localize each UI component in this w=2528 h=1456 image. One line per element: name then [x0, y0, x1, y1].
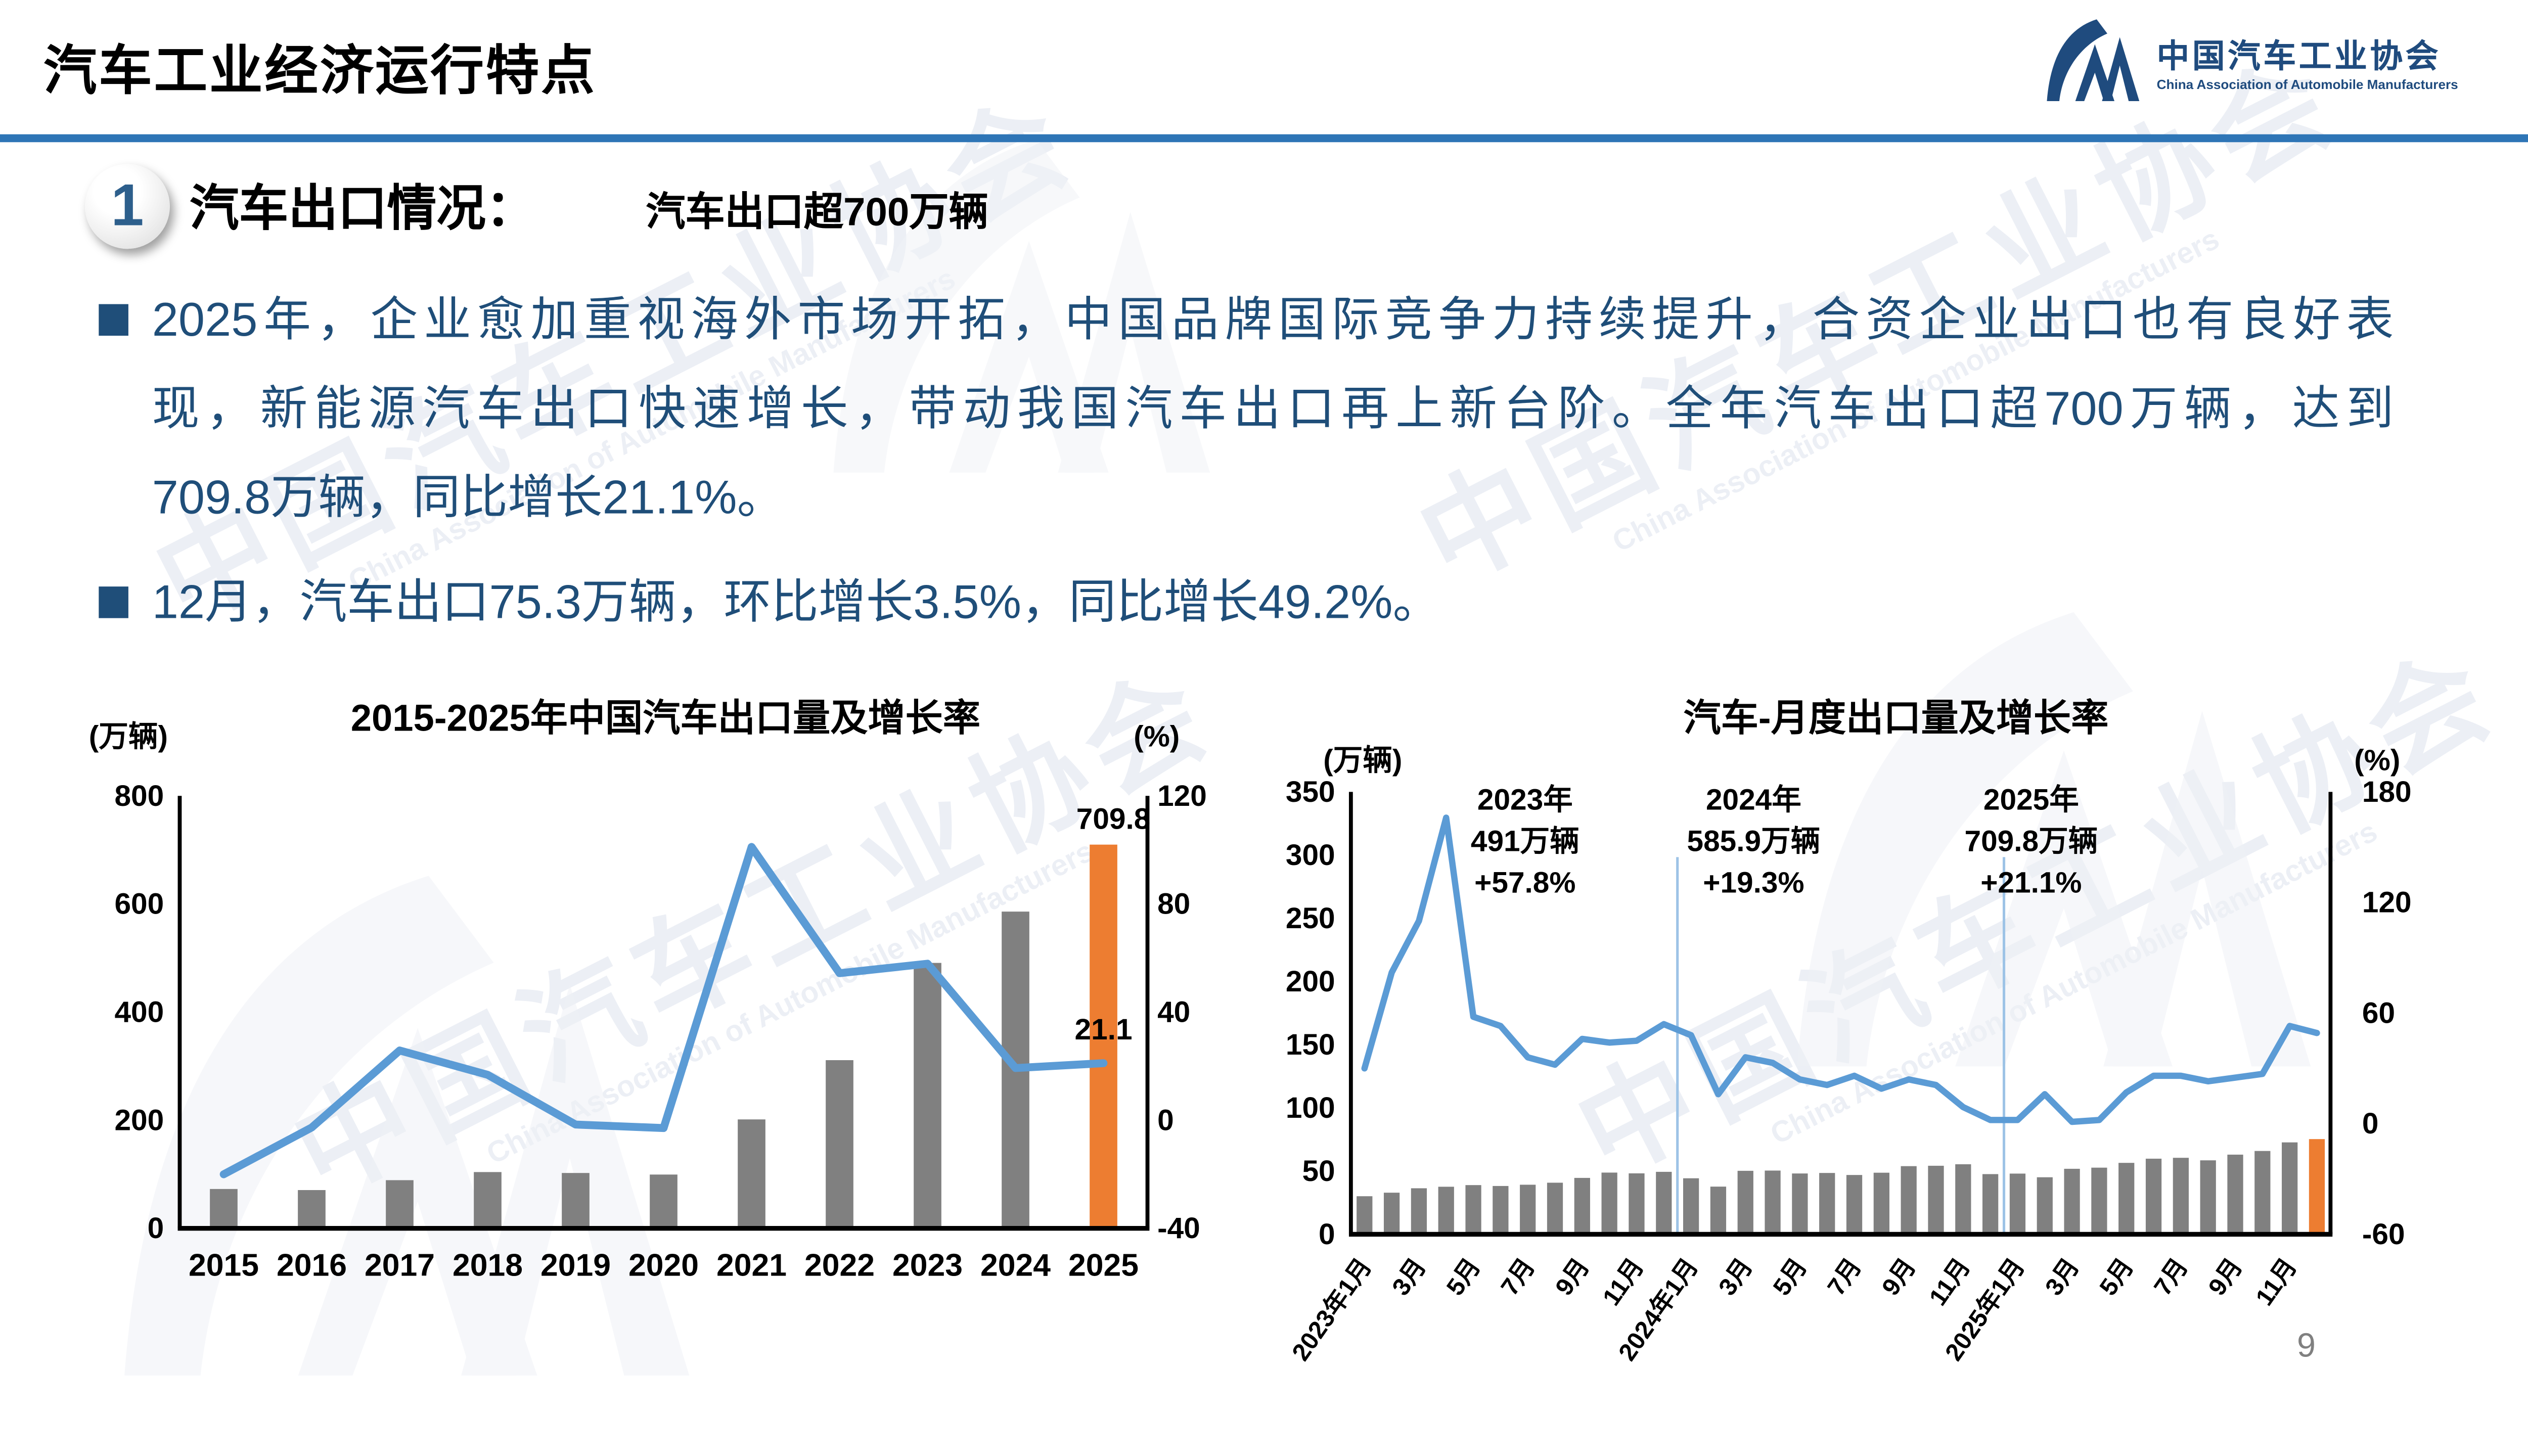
svg-text:2022: 2022 — [804, 1247, 875, 1283]
logo-text-en: China Association of Automobile Manufact… — [2156, 78, 2458, 92]
svg-text:2018: 2018 — [453, 1247, 523, 1283]
svg-text:2025年: 2025年 — [1983, 784, 2079, 816]
svg-text:2015-2025年中国汽车出口量及增长率: 2015-2025年中国汽车出口量及增长率 — [351, 697, 980, 739]
caam-logo: 中国汽车工业协会 China Association of Automobile… — [2034, 16, 2458, 105]
svg-text:3月: 3月 — [1713, 1253, 1758, 1300]
svg-text:3月: 3月 — [2040, 1253, 2085, 1300]
bullet-line: 709.8万辆，同比增长21.1%。 — [152, 472, 785, 526]
slide: 中国汽车工业协会 China Association of Automobile… — [0, 16, 2528, 1366]
watermark-logo-glyph — [833, 140, 1210, 473]
svg-text:2020: 2020 — [628, 1247, 699, 1283]
svg-text:11月: 11月 — [1598, 1253, 1649, 1310]
svg-text:180: 180 — [2362, 776, 2412, 808]
svg-text:250: 250 — [1286, 902, 1335, 935]
bullet-line: 2025年，企业愈加重视海外市场开拓，中国品牌国际竞争力持续提升，合资企业出口也… — [152, 294, 2394, 348]
svg-text:40: 40 — [1157, 995, 1190, 1028]
svg-text:2024: 2024 — [980, 1247, 1051, 1283]
svg-text:120: 120 — [1157, 780, 1207, 812]
svg-text:7月: 7月 — [1496, 1253, 1541, 1300]
annual-export-chart: 2015-2025年中国汽车出口量及增长率(万辆) (%)800600400200… — [89, 697, 1207, 1283]
svg-text:2019: 2019 — [540, 1247, 611, 1283]
section-number: 1 — [111, 172, 144, 238]
svg-text:0: 0 — [2362, 1107, 2379, 1140]
svg-text:585.9万辆: 585.9万辆 — [1687, 825, 1821, 858]
svg-text:120: 120 — [2362, 886, 2412, 919]
svg-text:709.8: 709.8 — [1076, 802, 1151, 835]
svg-text:(%): (%) — [1134, 720, 1180, 753]
svg-text:400: 400 — [114, 995, 164, 1028]
svg-text:2025: 2025 — [1068, 1247, 1139, 1283]
bullet-line: 12月，汽车出口75.3万辆，环比增长3.5%，同比增长49.2%。 — [152, 576, 1440, 630]
svg-text:+19.3%: +19.3% — [1703, 867, 1804, 899]
svg-text:2017: 2017 — [365, 1247, 435, 1283]
svg-text:(万辆): (万辆) — [89, 720, 168, 753]
svg-text:2016: 2016 — [277, 1247, 347, 1283]
section-title: 汽车出口情况： — [190, 181, 535, 237]
section-subtitle: 汽车出口超700万辆 — [646, 191, 988, 235]
svg-text:2021: 2021 — [716, 1247, 787, 1283]
bullet-marker-icon — [99, 586, 128, 618]
svg-text:600: 600 — [114, 888, 164, 921]
svg-text:300: 300 — [1286, 839, 1335, 872]
svg-text:150: 150 — [1286, 1028, 1335, 1061]
caam-logo-icon — [2047, 19, 2140, 101]
svg-text:60: 60 — [2362, 996, 2395, 1029]
svg-text:80: 80 — [1157, 888, 1190, 921]
svg-text:0: 0 — [1157, 1104, 1174, 1136]
svg-text:(万辆): (万辆) — [1323, 744, 1402, 777]
svg-text:5月: 5月 — [2095, 1253, 2139, 1300]
svg-text:11月: 11月 — [1924, 1253, 1976, 1310]
page-number: 9 — [2296, 1327, 2316, 1365]
logo-text-cn: 中国汽车工业协会 — [2156, 38, 2442, 74]
svg-text:200: 200 — [114, 1104, 164, 1136]
svg-text:21.1: 21.1 — [1075, 1013, 1133, 1046]
svg-text:5月: 5月 — [1768, 1253, 1813, 1300]
svg-text:0: 0 — [1319, 1218, 1335, 1251]
header-rule — [0, 134, 2528, 143]
section-number-badge: 1 — [84, 164, 170, 249]
svg-text:2023年1月: 2023年1月 — [1287, 1253, 1377, 1366]
svg-text:491万辆: 491万辆 — [1471, 825, 1579, 858]
bullet-paragraph: 12月，汽车出口75.3万辆，环比增长3.5%，同比增长49.2%。 — [99, 559, 2394, 648]
watermark-logo-glyph — [1797, 612, 2311, 1067]
svg-text:2024年: 2024年 — [1706, 784, 1801, 816]
svg-text:+57.8%: +57.8% — [1474, 867, 1575, 899]
svg-text:200: 200 — [1286, 965, 1335, 998]
svg-text:100: 100 — [1286, 1091, 1335, 1124]
monthly-export-chart: 汽车-月度出口量及增长率 (万辆) (%) 350 300 250 200 150 100 50 0… — [1286, 697, 2412, 1366]
svg-text:+21.1%: +21.1% — [1980, 867, 2082, 899]
bullet-line: 现，新能源汽车出口快速增长，带动我国汽车出口再上新台阶。全年汽车出口超700万辆… — [152, 383, 2394, 437]
svg-text:2015: 2015 — [189, 1247, 259, 1283]
bullet-marker-icon — [99, 304, 128, 336]
svg-text:709.8万辆: 709.8万辆 — [1964, 825, 2098, 858]
svg-text:7月: 7月 — [1822, 1253, 1867, 1300]
svg-text:800: 800 — [114, 780, 164, 812]
section-heading: 汽车出口情况： 汽车出口超700万辆 — [190, 170, 988, 241]
svg-text:0: 0 — [148, 1212, 164, 1245]
svg-text:汽车-月度出口量及增长率: 汽车-月度出口量及增长率 — [1684, 697, 2109, 739]
svg-text:350: 350 — [1286, 776, 1335, 808]
svg-text:-60: -60 — [2362, 1218, 2405, 1251]
svg-text:7月: 7月 — [2149, 1253, 2193, 1300]
svg-text:9月: 9月 — [1877, 1253, 1921, 1300]
svg-text:2023年: 2023年 — [1477, 784, 1573, 816]
svg-text:9月: 9月 — [1550, 1253, 1595, 1300]
svg-text:2023: 2023 — [892, 1247, 963, 1283]
svg-text:(%): (%) — [2354, 744, 2400, 777]
svg-text:50: 50 — [1302, 1155, 1335, 1188]
svg-text:11月: 11月 — [2250, 1253, 2302, 1310]
bullet-paragraph: 2025年，企业愈加重视海外市场开拓，中国品牌国际竞争力持续提升，合资企业出口也… — [99, 277, 2394, 543]
svg-text:5月: 5月 — [1441, 1253, 1486, 1300]
svg-text:3月: 3月 — [1387, 1253, 1431, 1300]
page-title: 汽车工业经济运行特点 — [43, 41, 597, 101]
svg-text:9月: 9月 — [2203, 1253, 2248, 1300]
svg-text:-40: -40 — [1157, 1212, 1200, 1245]
